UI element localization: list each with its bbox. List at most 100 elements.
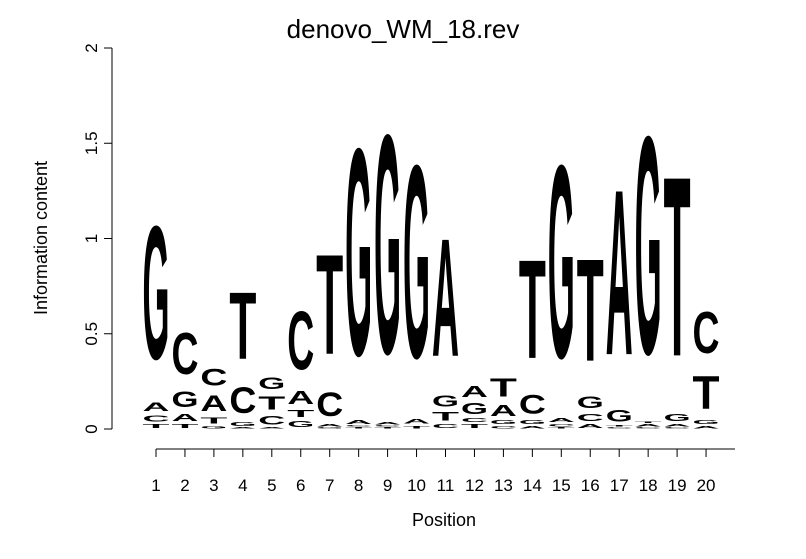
- letter-T: T: [287, 408, 315, 419]
- y-tick-label: 1.5: [82, 131, 101, 155]
- letter-T: T: [229, 273, 256, 379]
- x-tick-label: 2: [180, 476, 189, 495]
- letter-A: A: [258, 427, 285, 429]
- x-tick-label: 11: [437, 476, 455, 495]
- letter-T: T: [490, 373, 517, 402]
- x-tick-label: 4: [238, 476, 247, 495]
- letter-A: A: [374, 421, 401, 425]
- chart-title: denovo_WM_18.rev: [287, 14, 520, 44]
- letter-A: A: [316, 423, 343, 427]
- letter-G: G: [229, 422, 256, 428]
- letter-A: A: [693, 425, 720, 429]
- x-tick-label: 18: [639, 476, 658, 495]
- letter-C: C: [229, 379, 256, 421]
- letter-C: C: [548, 423, 575, 427]
- x-tick-label: 9: [383, 476, 392, 495]
- letter-T: T: [606, 425, 633, 427]
- letter-C: C: [258, 414, 285, 427]
- x-tick-label: 19: [668, 476, 687, 495]
- x-tick-label: 14: [523, 476, 542, 495]
- x-ticks: 1 2 3 4 5 6 7 8 9 10 11 12 13 14 15 16 17 18 19 20: [151, 449, 716, 495]
- letter-C: C: [606, 427, 633, 429]
- x-tick-label: 15: [552, 476, 571, 495]
- letter-C: C: [345, 425, 372, 427]
- letter-G: G: [664, 412, 691, 423]
- letter-T: T: [258, 393, 285, 414]
- letter-A: A: [287, 387, 314, 408]
- x-tick-label: 8: [354, 476, 363, 495]
- letter-C: C: [490, 425, 517, 429]
- x-tick-label: 10: [407, 476, 426, 495]
- x-tick-label: 13: [494, 476, 513, 495]
- letter-C: C: [432, 423, 459, 429]
- letter-G: G: [577, 393, 604, 412]
- letter-C: C: [519, 389, 546, 420]
- x-tick-label: 5: [267, 476, 276, 495]
- letter-A: A: [345, 419, 372, 425]
- x-tick-label: 1: [151, 476, 160, 495]
- letter-G: G: [200, 425, 227, 429]
- letter-A: A: [519, 425, 546, 429]
- letter-A: A: [229, 427, 256, 429]
- y-ticks: 0 0.5 1 1.5 2: [82, 43, 112, 434]
- letter-C: C: [143, 414, 170, 424]
- letter-C: C: [316, 385, 343, 423]
- x-axis-label: Position: [412, 510, 476, 530]
- x-tick-label: 6: [296, 476, 305, 495]
- letter-A: A: [461, 384, 488, 401]
- letter-T: T: [461, 423, 488, 429]
- letter-A: A: [606, 140, 633, 404]
- letter-G: G: [490, 420, 517, 426]
- letter-G: G: [258, 374, 285, 393]
- letter-T: T: [664, 124, 691, 411]
- letter-G: G: [374, 70, 401, 420]
- y-tick-label: 1: [82, 234, 101, 243]
- y-tick-label: 0.5: [82, 322, 101, 346]
- letter-G: G: [143, 187, 170, 400]
- y-tick-label: 2: [82, 43, 101, 52]
- letter-T: T: [577, 228, 604, 392]
- letter-T: T: [548, 427, 575, 429]
- letter-G: G: [461, 401, 488, 418]
- x-tick-label: 12: [465, 476, 484, 495]
- letter-A: A: [143, 400, 170, 413]
- letter-G: G: [171, 388, 198, 412]
- x-tick-label: 17: [610, 476, 629, 495]
- letter-T: T: [693, 365, 720, 419]
- letter-C: C: [374, 425, 401, 427]
- letter-A: A: [403, 418, 430, 426]
- letter-T: T: [345, 427, 372, 429]
- letter-A: A: [577, 423, 604, 429]
- letter-stacks: TCAGTAGCGTACAGCTACTGGTACGACTTCAGTCAGTAGC…: [142, 70, 719, 429]
- x-tick-label: 7: [325, 476, 334, 495]
- letter-G: G: [403, 107, 430, 416]
- x-tick-label: 16: [581, 476, 600, 495]
- letter-A: A: [200, 391, 227, 416]
- letter-G: G: [693, 420, 720, 426]
- letter-A: A: [635, 423, 662, 427]
- letter-T: T: [316, 225, 343, 384]
- letter-T: T: [403, 425, 430, 429]
- letter-A: A: [490, 403, 517, 420]
- letter-A: A: [171, 412, 198, 424]
- letter-C: C: [171, 320, 198, 387]
- letter-G: G: [548, 107, 575, 416]
- letter-T: T: [374, 427, 401, 429]
